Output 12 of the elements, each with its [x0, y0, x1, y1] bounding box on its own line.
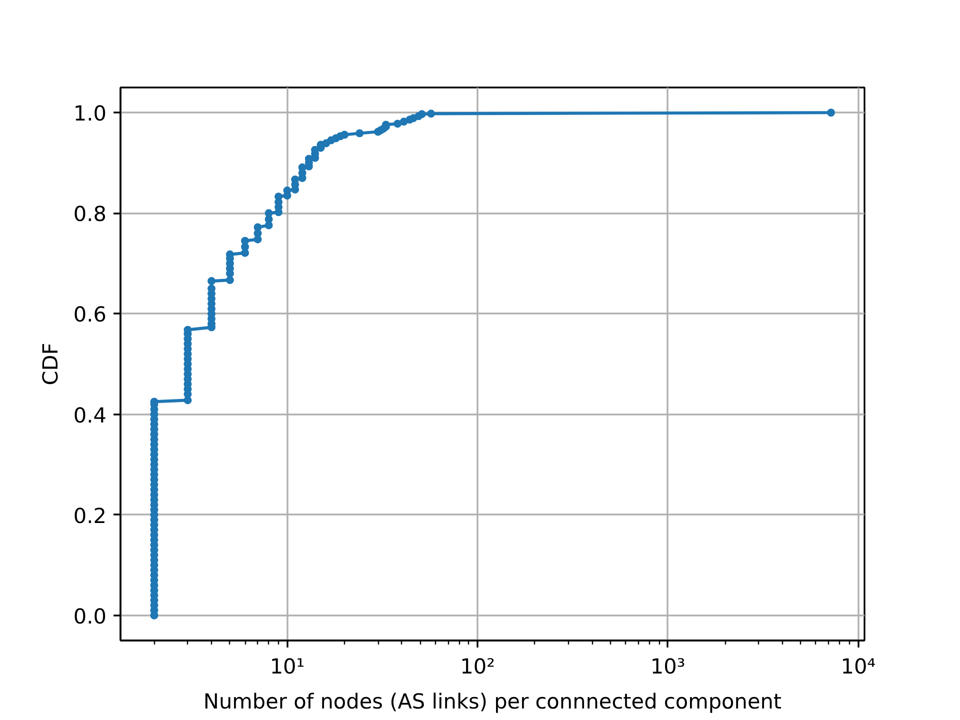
- y-tick-label: 0.0: [73, 604, 107, 628]
- x-tick-label: 10²: [460, 654, 495, 678]
- x-tick-label: 10¹: [270, 654, 305, 678]
- y-axis-title: CDF: [38, 342, 62, 386]
- y-tick-label: 0.6: [73, 302, 107, 327]
- y-tick-label: 0.2: [73, 504, 107, 528]
- x-axis-title: Number of nodes (AS links) per connnected component: [203, 690, 782, 714]
- y-tick-label: 1.0: [73, 102, 107, 126]
- y-tick-label: 0.4: [73, 403, 107, 428]
- y-tick-label: 0.8: [73, 202, 107, 226]
- x-tick-label: 10³: [650, 654, 686, 678]
- x-tick-label: 10⁴: [840, 654, 876, 678]
